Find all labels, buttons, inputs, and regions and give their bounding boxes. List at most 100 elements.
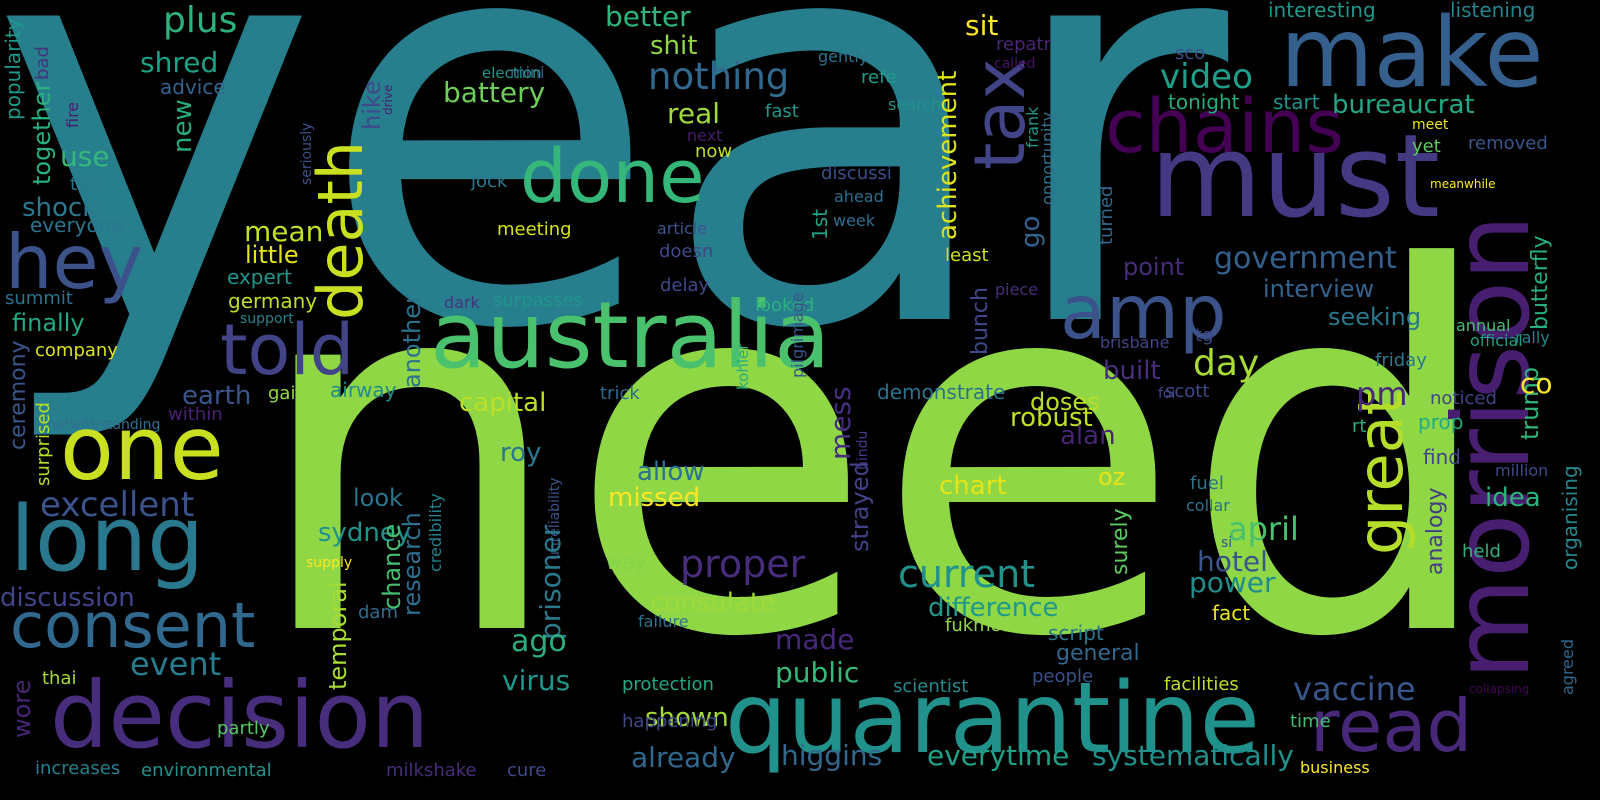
word-excellent: excellent bbox=[40, 485, 195, 525]
word-earth: earth bbox=[182, 381, 252, 411]
word-expert: expert bbox=[227, 265, 292, 289]
word-alan: alan bbox=[1060, 421, 1116, 451]
word-fukmos: fukmos bbox=[945, 615, 1012, 636]
word-missed: missed bbox=[608, 483, 701, 513]
word-notwithstanding: notwithstanding bbox=[47, 417, 161, 433]
word-current: current bbox=[898, 552, 1036, 596]
word-trick: trick bbox=[600, 383, 640, 404]
word-fire: fire bbox=[63, 101, 82, 128]
word-company: company bbox=[35, 340, 118, 361]
word-co: co bbox=[1520, 367, 1553, 400]
word-already: already bbox=[631, 741, 736, 774]
word-scientist: scientist bbox=[893, 676, 969, 697]
word-advice: advice bbox=[160, 75, 226, 99]
word-need: need bbox=[250, 164, 1500, 746]
word-everyone: everyone bbox=[30, 213, 124, 237]
word-called: called bbox=[994, 56, 1036, 72]
word-doesn: doesn bbox=[659, 241, 714, 262]
word-another: another bbox=[398, 294, 426, 388]
word-pm: pm bbox=[1356, 375, 1408, 413]
word-event: event bbox=[130, 645, 222, 683]
word-shown: shown bbox=[645, 703, 729, 733]
word-prop: prop bbox=[1418, 410, 1464, 434]
word-together: together bbox=[28, 81, 56, 185]
word-official: official bbox=[1470, 331, 1523, 350]
word-decision: decision bbox=[50, 662, 430, 769]
word-doses: doses bbox=[1030, 388, 1100, 416]
word-turned: turned bbox=[1096, 185, 1117, 245]
word-meet: meet bbox=[1412, 117, 1449, 133]
word-friday: friday bbox=[1375, 350, 1427, 371]
word-repatr: repatr bbox=[996, 34, 1051, 55]
word-people: people bbox=[1032, 666, 1094, 687]
word-analogy: analogy bbox=[1423, 487, 1448, 575]
word-vaccine: vaccine bbox=[1293, 670, 1416, 708]
word-chart: chart bbox=[939, 471, 1007, 501]
word-jock: jock bbox=[471, 171, 508, 192]
word-better: better bbox=[605, 0, 691, 33]
word-supply: supply bbox=[306, 555, 353, 571]
word-drive: drive bbox=[381, 84, 395, 115]
word-collar: collar bbox=[1186, 496, 1230, 515]
word-fuel: fuel bbox=[1190, 473, 1224, 494]
word-make: make bbox=[1280, 0, 1544, 109]
word-airway: airway bbox=[330, 378, 397, 402]
word-now: now bbox=[695, 141, 733, 162]
word-facilities: facilities bbox=[1164, 674, 1239, 695]
word-script: script bbox=[1048, 621, 1104, 645]
word-real: real bbox=[667, 97, 721, 130]
word-prisoner: prisoner bbox=[534, 524, 567, 640]
word-oz: oz bbox=[1098, 463, 1126, 491]
word-ago: ago bbox=[511, 624, 567, 659]
word-look: look bbox=[353, 484, 403, 512]
word-consent: consent bbox=[10, 589, 256, 662]
word-rt: rt bbox=[1352, 416, 1367, 437]
word-kohler: kohler bbox=[734, 343, 752, 390]
word-proper: proper bbox=[680, 542, 806, 586]
word-nothing: nothing bbox=[648, 55, 790, 98]
word-interesting: interesting bbox=[1268, 0, 1376, 22]
word-long: long bbox=[10, 487, 205, 592]
word-little: little bbox=[245, 241, 299, 269]
word-mess: mess bbox=[824, 386, 857, 460]
word-discussion: discussion bbox=[0, 583, 135, 613]
word-start: start bbox=[1273, 90, 1320, 114]
word-battery: battery bbox=[443, 76, 546, 109]
word-organising: organising bbox=[1558, 465, 1582, 570]
word-milkshake: milkshake bbox=[386, 760, 477, 781]
word-rally: rally bbox=[1515, 328, 1550, 347]
word-dark: dark bbox=[444, 293, 480, 312]
word-business: business bbox=[1300, 758, 1370, 777]
word-meeting: meeting bbox=[497, 219, 572, 240]
word-allow: allow bbox=[637, 457, 705, 487]
word-si: si bbox=[1221, 535, 1233, 551]
word-strayed: strayed bbox=[846, 461, 874, 552]
word-everytime: everytime bbox=[927, 739, 1070, 772]
word-chains: chains bbox=[1105, 84, 1344, 170]
word-butterfly: butterfly bbox=[1528, 235, 1553, 330]
word-day: day bbox=[1193, 343, 1260, 384]
word-way: way bbox=[606, 550, 647, 574]
word-public: public bbox=[775, 656, 860, 689]
word-1st: 1st bbox=[808, 209, 832, 240]
word-wore: wore bbox=[8, 679, 36, 738]
word-mean: mean bbox=[244, 215, 324, 248]
word-opportunity: opportunity bbox=[1038, 111, 1057, 205]
word-new: new bbox=[168, 99, 198, 153]
word-surprised: surprised bbox=[33, 402, 54, 486]
word-week: week bbox=[833, 211, 876, 230]
word-yet: yet bbox=[1412, 136, 1441, 157]
word-credibility: credibility bbox=[426, 493, 445, 572]
word-fact: fact bbox=[1212, 601, 1251, 625]
word-hotel: hotel bbox=[1197, 545, 1268, 578]
word-shit: shit bbox=[650, 31, 698, 61]
word-read: read bbox=[1310, 684, 1473, 768]
word-search: search bbox=[888, 95, 942, 114]
word-ahead: ahead bbox=[834, 187, 884, 206]
word-seriously: seriously bbox=[299, 122, 315, 185]
word-told: told bbox=[220, 309, 355, 391]
word-failure: failure bbox=[638, 612, 689, 631]
word-general: general bbox=[1056, 641, 1140, 666]
word-fast: fast bbox=[765, 101, 799, 122]
word-bureaucrat: bureaucrat bbox=[1332, 90, 1475, 120]
